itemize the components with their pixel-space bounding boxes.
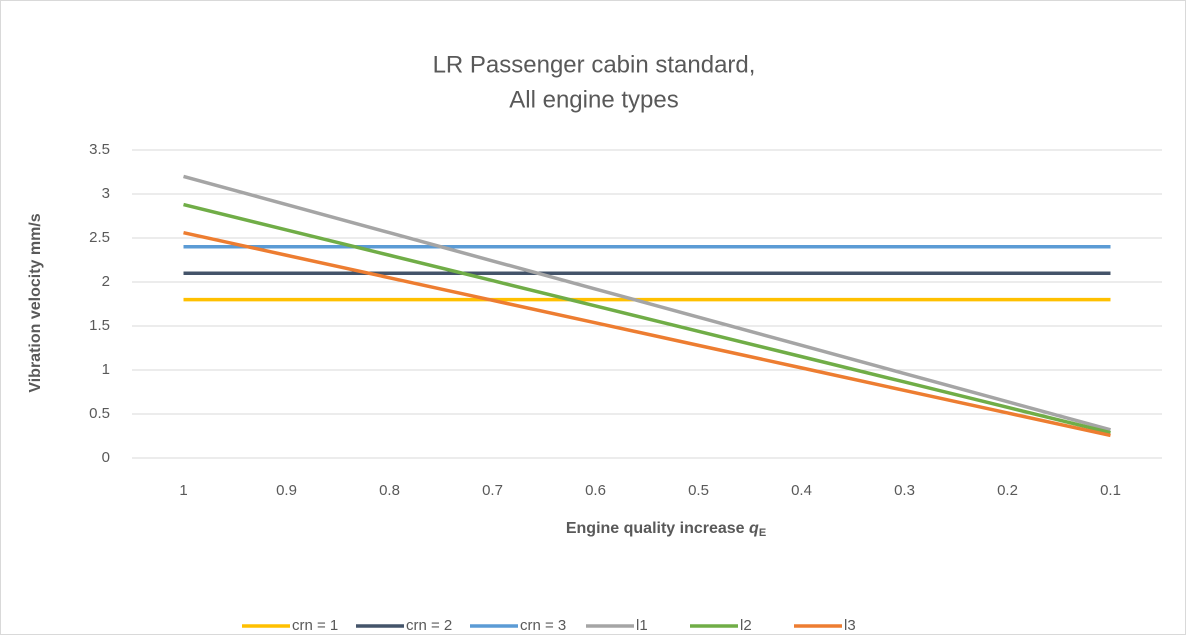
legend-label: l2 bbox=[740, 617, 752, 634]
legend-label: crn = 3 bbox=[520, 617, 566, 634]
chart-title: LR Passenger cabin standard, bbox=[433, 51, 756, 78]
x-tick-label: 0.4 bbox=[791, 482, 812, 499]
y-tick-label: 0.5 bbox=[89, 405, 110, 422]
y-tick-label: 2.5 bbox=[89, 229, 110, 246]
y-tick-label: 1.5 bbox=[89, 317, 110, 334]
x-axis-label-text: Engine quality increase bbox=[566, 520, 745, 537]
x-tick-label: 0.7 bbox=[482, 482, 503, 499]
series-line bbox=[183, 202, 1111, 435]
x-axis-label-subscript: E bbox=[759, 527, 766, 539]
legend-label: crn = 1 bbox=[292, 617, 338, 634]
y-tick-label: 3.5 bbox=[89, 141, 110, 158]
x-axis-label: Engine quality increase qE bbox=[566, 520, 766, 539]
legend-label: l3 bbox=[844, 617, 856, 634]
x-tick-label: 0.2 bbox=[997, 482, 1018, 499]
y-tick-label: 0 bbox=[102, 449, 110, 466]
x-tick-label: 1 bbox=[179, 482, 187, 499]
x-tick-label: 0.3 bbox=[894, 482, 915, 499]
x-tick-label: 0.1 bbox=[1100, 482, 1121, 499]
legend-label: crn = 2 bbox=[406, 617, 452, 634]
chart-title: All engine types bbox=[509, 86, 678, 113]
y-axis-label: Vibration velocity mm/s bbox=[27, 213, 44, 392]
y-tick-label: 3 bbox=[102, 185, 110, 202]
series-line bbox=[183, 174, 1111, 432]
x-tick-label: 0.8 bbox=[379, 482, 400, 499]
x-tick-label: 0.6 bbox=[585, 482, 606, 499]
x-tick-label: 0.5 bbox=[688, 482, 709, 499]
legend-label: l1 bbox=[636, 617, 648, 634]
x-axis-label-symbol: q bbox=[749, 520, 759, 537]
series-line bbox=[183, 231, 1111, 438]
y-tick-label: 2 bbox=[102, 273, 110, 290]
y-tick-label: 1 bbox=[102, 361, 110, 378]
x-tick-label: 0.9 bbox=[276, 482, 297, 499]
